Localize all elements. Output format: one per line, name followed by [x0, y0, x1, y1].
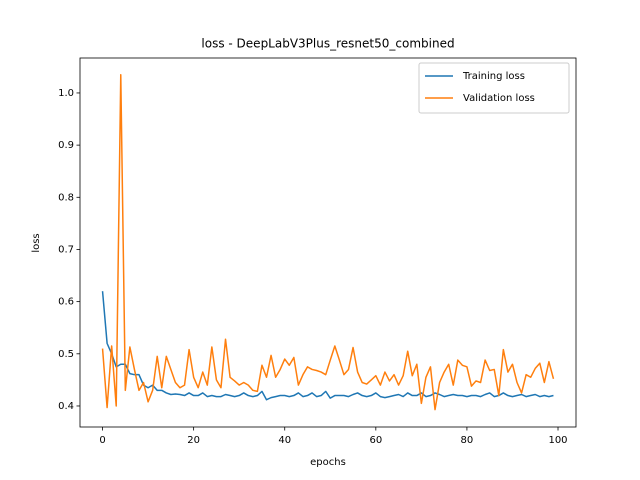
y-tick-label: 0.4	[58, 401, 74, 412]
x-tick-label: 40	[278, 435, 291, 446]
legend-label: Validation loss	[463, 93, 535, 104]
x-tick-label: 60	[369, 435, 382, 446]
y-tick-label: 1.0	[58, 88, 74, 99]
y-tick-label: 0.7	[58, 244, 74, 255]
x-tick-label: 0	[99, 435, 105, 446]
plot-frame	[79, 57, 577, 428]
x-tick-label: 100	[548, 435, 567, 446]
series-line	[101, 291, 554, 401]
legend-label: Training loss	[462, 71, 525, 82]
x-axis-label: epochs	[310, 457, 346, 468]
series-line	[101, 73, 555, 411]
y-tick-label: 0.9	[58, 140, 74, 151]
y-tick-label: 0.5	[58, 349, 74, 360]
legend-box	[418, 62, 570, 114]
y-axis-label: loss	[31, 233, 42, 252]
chart-title: loss - DeepLabV3Plus_resnet50_combined	[201, 37, 454, 51]
x-tick-label: 20	[187, 435, 200, 446]
y-tick-label: 0.6	[58, 297, 74, 308]
y-tick-label: 0.8	[58, 192, 74, 203]
x-tick-label: 80	[461, 435, 474, 446]
